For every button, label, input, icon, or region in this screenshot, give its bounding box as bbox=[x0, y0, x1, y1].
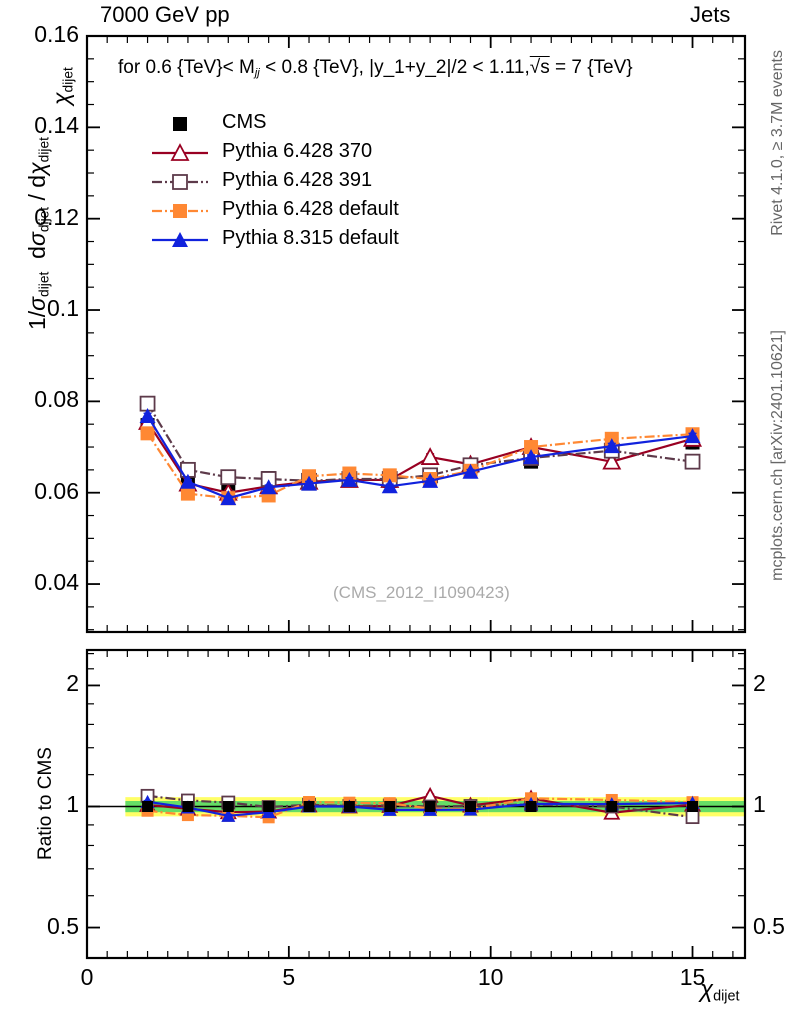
data-marker bbox=[424, 800, 436, 812]
data-marker bbox=[525, 800, 537, 812]
data-marker bbox=[220, 469, 237, 486]
data-marker bbox=[142, 800, 154, 812]
data-marker bbox=[684, 453, 701, 470]
data-marker bbox=[179, 473, 196, 489]
data-marker bbox=[606, 800, 618, 812]
data-marker bbox=[464, 800, 476, 812]
data-marker bbox=[263, 800, 275, 812]
y-tick-label-ratio-right: 1 bbox=[753, 791, 766, 818]
data-marker bbox=[462, 463, 479, 479]
data-marker bbox=[523, 449, 540, 465]
series-line-pythia-8-315-default bbox=[146, 415, 693, 500]
y-tick-label-main: 0.14 bbox=[34, 112, 79, 139]
x-tick-label: 0 bbox=[80, 964, 94, 990]
data-marker bbox=[420, 447, 440, 465]
data-marker bbox=[140, 426, 155, 441]
legend-label: Pythia 6.428 default bbox=[222, 198, 399, 220]
x-tick-label: 10 bbox=[477, 964, 504, 990]
legend-item[interactable]: Pythia 6.428 default bbox=[150, 199, 410, 228]
y-tick-label-ratio: 1 bbox=[66, 791, 79, 818]
legend-item[interactable]: CMS bbox=[150, 112, 410, 141]
beam-label: 7000 GeV pp bbox=[100, 2, 230, 27]
y-tick-label-main: 0.08 bbox=[34, 386, 79, 413]
legend-item[interactable]: Pythia 6.428 391 bbox=[150, 170, 410, 199]
data-marker bbox=[603, 438, 620, 454]
data-marker bbox=[685, 810, 700, 825]
data-marker bbox=[303, 800, 315, 812]
data-marker bbox=[343, 800, 355, 812]
legend-swatch-triangle-open bbox=[152, 143, 208, 161]
data-marker bbox=[684, 428, 701, 444]
series-line-pythia-8-315-default bbox=[147, 800, 693, 817]
legend-swatch-triangle-filled bbox=[152, 232, 208, 247]
analysis-id-watermark: (CMS_2012_I1090423) bbox=[333, 583, 510, 602]
y-tick-label-main: 0.1 bbox=[47, 295, 79, 322]
x-tick-label: 15 bbox=[679, 964, 706, 990]
legend-label: CMS bbox=[222, 111, 267, 133]
data-marker bbox=[422, 472, 439, 488]
data-marker bbox=[182, 800, 194, 812]
data-marker bbox=[180, 486, 195, 501]
legend-label: Pythia 6.428 391 bbox=[222, 169, 373, 191]
y-tick-label-ratio: 2 bbox=[66, 670, 79, 697]
legend-label: Pythia 6.428 370 bbox=[222, 140, 373, 162]
data-marker bbox=[382, 468, 397, 483]
data-marker bbox=[260, 479, 277, 495]
data-marker bbox=[381, 478, 398, 494]
main-panel-frame bbox=[85, 34, 747, 634]
y-tick-label-ratio-right: 2 bbox=[753, 670, 766, 697]
data-marker bbox=[222, 800, 234, 812]
y-tick-label-main: 0.16 bbox=[34, 21, 79, 47]
data-marker bbox=[221, 808, 236, 822]
legend-swatch-square-filled bbox=[152, 204, 208, 218]
x-axis-label: χdijet bbox=[700, 976, 740, 1005]
y-tick-label-main: 0.04 bbox=[34, 569, 79, 596]
y-tick-label-main: 0.06 bbox=[34, 477, 79, 504]
legend-item[interactable]: Pythia 6.428 370 bbox=[150, 141, 410, 170]
data-marker bbox=[384, 800, 396, 812]
y-tick-label-ratio: 0.5 bbox=[47, 912, 79, 939]
data-marker bbox=[341, 471, 358, 487]
series-line-pythia-6-428-default bbox=[147, 797, 693, 819]
data-marker bbox=[687, 800, 699, 812]
data-marker bbox=[301, 475, 318, 491]
y-tick-label-main: 0.12 bbox=[34, 203, 79, 230]
y-tick-label-ratio-right: 0.5 bbox=[753, 912, 785, 939]
plot-subtitle: for 0.6 {TeV}< Mjj < 0.8 {TeV}, |y_1+y_2… bbox=[118, 57, 633, 79]
ratio-panel-frame bbox=[85, 648, 747, 960]
legend-swatch-square-open bbox=[152, 174, 208, 190]
data-marker bbox=[524, 440, 539, 455]
series-line-pythia-6-428-default bbox=[146, 432, 693, 500]
legend-label: Pythia 8.315 default bbox=[222, 227, 399, 249]
data-marker bbox=[220, 490, 237, 506]
category-label: Jets bbox=[690, 2, 731, 27]
data-marker bbox=[139, 407, 156, 423]
legend-swatch-square-filled bbox=[173, 117, 187, 131]
legend-item[interactable]: Pythia 8.315 default bbox=[150, 228, 410, 257]
x-tick-label: 5 bbox=[282, 964, 296, 990]
data-marker bbox=[602, 451, 622, 470]
